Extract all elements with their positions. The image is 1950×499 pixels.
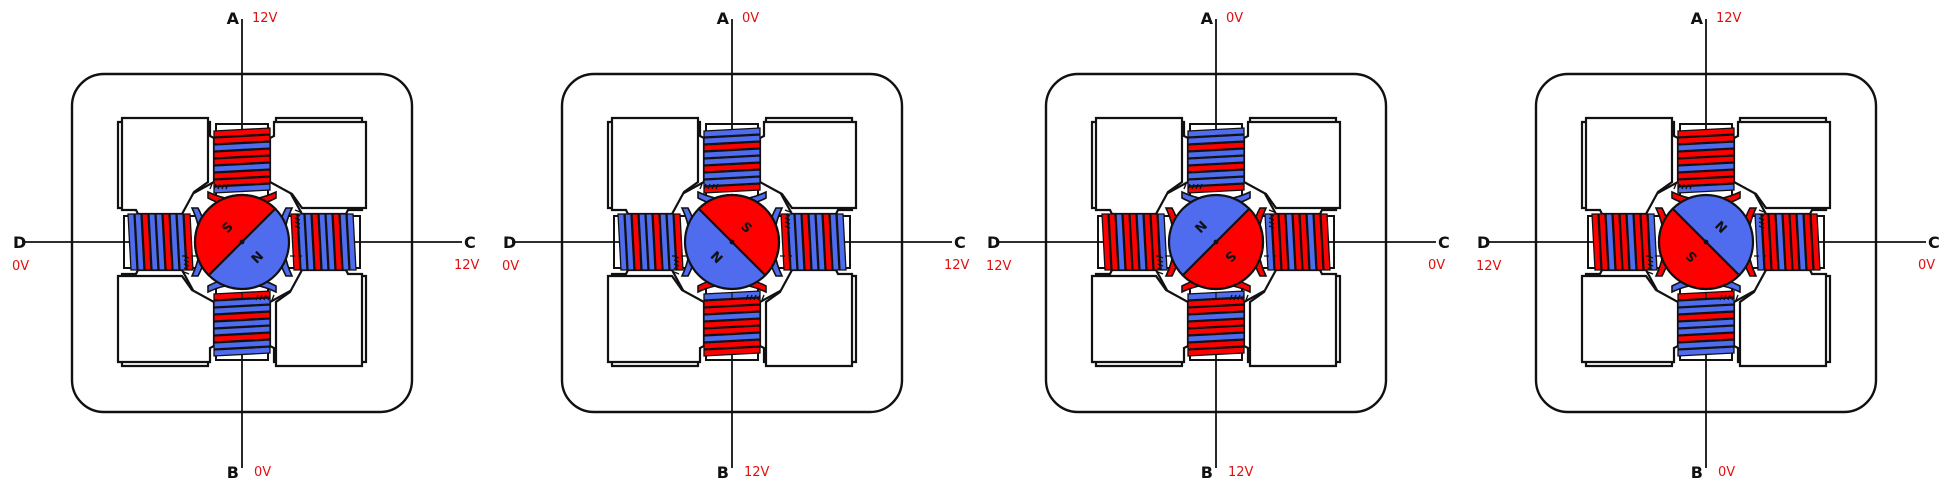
rotor-north-half: [194, 194, 277, 277]
terminal-d-voltage: 12V: [1476, 259, 1502, 274]
stator-block: [116, 274, 216, 364]
terminal-a-voltage: 12V: [1716, 11, 1742, 26]
rotor-north-half: [697, 194, 780, 277]
terminal-c-voltage: 0V: [1918, 258, 1935, 273]
terminal-a-voltage: 12V: [252, 11, 278, 26]
rotor: NS: [683, 193, 781, 291]
terminal-c-label: C: [1928, 233, 1940, 252]
terminal-c-label: C: [1438, 233, 1450, 252]
coil-left: [1097, 207, 1182, 277]
rotor-north-half: [1181, 207, 1264, 290]
terminal-c-voltage: 0V: [1428, 258, 1445, 273]
terminal-b-label: B: [717, 463, 729, 482]
terminal-b-label: B: [1691, 463, 1703, 482]
motor-panel-1: NS A 12V B 0V C 12V D 0V: [12, 9, 480, 482]
terminal-a-label: A: [1691, 9, 1704, 28]
rotor-shaft: [239, 239, 245, 245]
stator-block: [1242, 120, 1342, 210]
terminal-a-label: A: [227, 9, 240, 28]
rotor-shaft: [1213, 239, 1219, 245]
terminal-d-voltage: 0V: [502, 259, 519, 274]
terminal-b-voltage: 0V: [1718, 465, 1735, 480]
stator-block: [1248, 268, 1338, 368]
terminal-b-label: B: [1201, 463, 1213, 482]
stator-block: [606, 274, 706, 364]
stator-block: [758, 120, 858, 210]
stator-block: [268, 120, 368, 210]
rotor: NS: [1657, 193, 1755, 291]
terminal-a-voltage: 0V: [742, 11, 759, 26]
terminal-d-label: D: [13, 233, 26, 252]
terminal-c-label: C: [464, 233, 476, 252]
stator-block: [1090, 274, 1190, 364]
terminal-c-voltage: 12V: [944, 258, 970, 273]
terminal-b-voltage: 0V: [254, 465, 271, 480]
stator-block: [274, 268, 364, 368]
terminal-d-label: D: [503, 233, 516, 252]
terminal-c-voltage: 12V: [454, 258, 480, 273]
terminal-d-voltage: 0V: [12, 259, 29, 274]
stator-block: [610, 116, 700, 216]
rotor-north-half: [1658, 207, 1741, 290]
motor-panel-4: NS A 12V B 0V C 0V D 12V: [1476, 9, 1940, 482]
stator-block: [1738, 268, 1828, 368]
rotor: NS: [1167, 193, 1265, 291]
terminal-d-label: D: [987, 233, 1000, 252]
terminal-a-label: A: [1201, 9, 1214, 28]
stator-block: [1584, 116, 1674, 216]
motor-panel-2: NS A 0V B 12V C 12V D 0V: [502, 9, 970, 482]
stator-block: [1732, 120, 1832, 210]
stator-block: [120, 116, 210, 216]
terminal-d-voltage: 12V: [986, 259, 1012, 274]
terminal-b-label: B: [227, 463, 239, 482]
rotor: NS: [193, 193, 291, 291]
terminal-a-voltage: 0V: [1226, 11, 1243, 26]
stator-block: [1094, 116, 1184, 216]
rotor-shaft: [729, 239, 735, 245]
stator-block: [1580, 274, 1680, 364]
rotor-shaft: [1703, 239, 1709, 245]
terminal-b-voltage: 12V: [1228, 465, 1254, 480]
stator-block: [764, 268, 854, 368]
motor-panel-3: NS A 0V B 12V C 0V D 12V: [986, 9, 1450, 482]
terminal-d-label: D: [1477, 233, 1490, 252]
terminal-a-label: A: [717, 9, 730, 28]
terminal-c-label: C: [954, 233, 966, 252]
terminal-b-voltage: 12V: [744, 465, 770, 480]
